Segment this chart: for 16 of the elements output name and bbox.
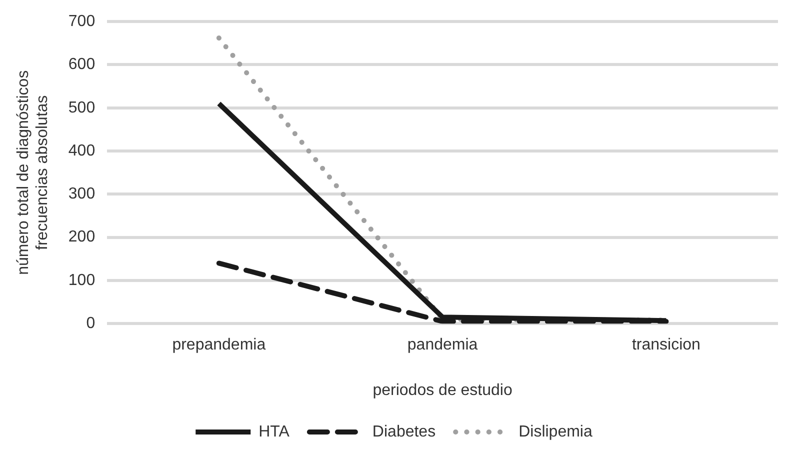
- y-tick-label: 300: [68, 186, 96, 203]
- x-tick-label: transicion: [632, 336, 700, 354]
- y-tick-label: 600: [68, 56, 96, 74]
- legend-label: HTA: [258, 423, 290, 440]
- y-tick-label: 200: [68, 228, 96, 246]
- y-tick-label: 700: [68, 13, 96, 30]
- legend-label: Diabetes: [372, 423, 436, 440]
- x-tick-label: pandemia: [407, 336, 478, 354]
- x-axis-title: periodos de estudio: [372, 382, 512, 399]
- x-tick-label: prepandemia: [172, 336, 266, 354]
- y-tick-label: 400: [68, 142, 96, 160]
- legend-label: Dislipemia: [518, 423, 592, 440]
- y-axis-title: número total de diagnósticos frecuencias absolutas: [15, 70, 52, 275]
- y-tick-label: 0: [86, 315, 96, 332]
- y-tick-label: 500: [68, 99, 96, 116]
- y-tick-label: 100: [68, 272, 96, 289]
